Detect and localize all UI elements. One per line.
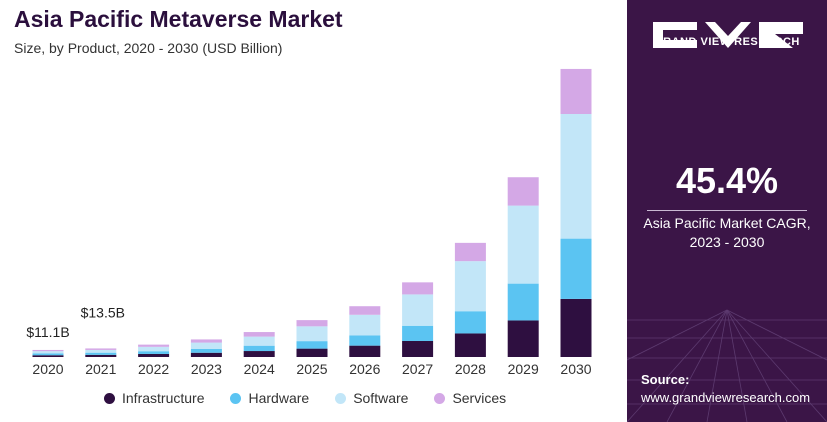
legend-label-software: Software (353, 390, 409, 406)
bar-2021-services (85, 348, 117, 350)
bar-2023-services (190, 339, 222, 343)
bar-2027-infrastructure (402, 341, 434, 357)
gvr-logo-icon (653, 22, 803, 48)
brand-panel: GRAND VIEW RESEARCH 45.4% Asia Pacific M… (627, 0, 827, 422)
x-tick-label: 2030 (560, 361, 591, 377)
bar-2026-services (349, 306, 381, 315)
bar-2025-software (296, 326, 328, 342)
chart-legend: Infrastructure Hardware Software Service… (104, 390, 506, 406)
cagr-label-line1: Asia Pacific Market CAGR, (643, 215, 811, 231)
stacked-bar-chart: 2020 2021 2022 2023 2024 2025 2026 2027 2028 2029… (26, 68, 592, 377)
bar-2022-infrastructure (138, 353, 170, 357)
bar-2024-software (243, 336, 275, 346)
bar-2027-services (402, 282, 434, 295)
bar-2025-services (296, 320, 328, 327)
data-label-2020: $11.1B (26, 324, 69, 340)
x-tick-label: 2024 (244, 361, 275, 377)
bar-2030-infrastructure (560, 298, 592, 357)
cagr-value: 45.4% (675, 160, 779, 201)
legend-label-infrastructure: Infrastructure (122, 390, 205, 406)
page-title: Asia Pacific Metaverse Market (14, 6, 343, 32)
bar-2020-software (32, 351, 64, 354)
bar-2025-infrastructure (296, 348, 328, 357)
bar-2029-infrastructure (507, 320, 539, 357)
legend-label-hardware: Hardware (248, 390, 310, 406)
bar-2026-software (349, 314, 381, 336)
x-tick-label: 2028 (455, 361, 486, 377)
x-tick-label: 2020 (32, 361, 63, 377)
x-tick-label: 2021 (85, 361, 116, 377)
cagr-label-line2: 2023 - 2030 (689, 234, 765, 250)
brand-name: GRAND VIEW RESEARCH (654, 36, 800, 48)
x-tick-label: 2022 (138, 361, 169, 377)
bar-2024-services (243, 332, 275, 337)
bar-2022-software (138, 346, 170, 352)
bar-2025-hardware (296, 341, 328, 349)
bar-2023-hardware (190, 348, 222, 353)
bar-2027-hardware (402, 325, 434, 342)
x-tick-label: 2027 (402, 361, 433, 377)
bar-2024-hardware (243, 345, 275, 352)
divider (647, 210, 807, 211)
bar-2029-services (507, 177, 539, 206)
legend-item-hardware: Hardware (230, 390, 309, 406)
legend-label-services: Services (452, 390, 507, 406)
bar-2022-services (138, 344, 170, 347)
data-label-2021: $13.5B (81, 304, 125, 320)
bar-2028-hardware (454, 311, 486, 334)
x-tick-label: 2023 (191, 361, 222, 377)
source-url[interactable]: www.grandviewresearch.com (641, 390, 811, 405)
bar-2024-infrastructure (243, 351, 275, 357)
bar-2020-infrastructure (32, 355, 64, 357)
legend-swatch-software (335, 392, 347, 404)
cagr-label: Asia Pacific Market CAGR, 2023 - 2030 (627, 214, 827, 252)
bar-2021-infrastructure (85, 354, 117, 357)
legend-swatch-hardware (230, 392, 242, 404)
bar-2020-services (32, 349, 64, 352)
bar-2028-services (454, 242, 486, 262)
bar-2030-software (560, 114, 592, 239)
bar-2021-hardware (85, 352, 117, 355)
bar-2030-hardware (560, 238, 592, 299)
x-tick-label: 2026 (349, 361, 380, 377)
bar-2027-software (402, 294, 434, 326)
bar-2030-services (560, 68, 592, 115)
bar-2028-software (454, 261, 486, 312)
bar-2029-software (507, 205, 539, 284)
page-subtitle: Size, by Product, 2020 - 2030 (USD Billi… (14, 40, 283, 56)
bar-2026-infrastructure (349, 345, 381, 357)
chart-panel: Asia Pacific Metaverse Market Size, by P… (14, 6, 592, 406)
bar-2026-hardware (349, 335, 381, 346)
bar-2023-infrastructure (190, 352, 222, 357)
x-tick-label: 2029 (508, 361, 539, 377)
legend-swatch-services (434, 392, 446, 404)
bar-2021-software (85, 349, 117, 353)
decorative-grid (627, 309, 827, 422)
bar-2028-infrastructure (454, 333, 486, 357)
bar-2029-hardware (507, 283, 539, 321)
legend-item-infrastructure: Infrastructure (104, 390, 204, 406)
legend-item-software: Software (335, 390, 408, 406)
source-label: Source: (641, 372, 690, 387)
bar-2023-software (190, 342, 222, 349)
legend-swatch-infrastructure (104, 392, 115, 404)
bar-2020-hardware (32, 353, 64, 356)
x-tick-label: 2025 (296, 361, 327, 377)
bar-2022-hardware (138, 351, 170, 354)
legend-item-services: Services (434, 390, 506, 406)
